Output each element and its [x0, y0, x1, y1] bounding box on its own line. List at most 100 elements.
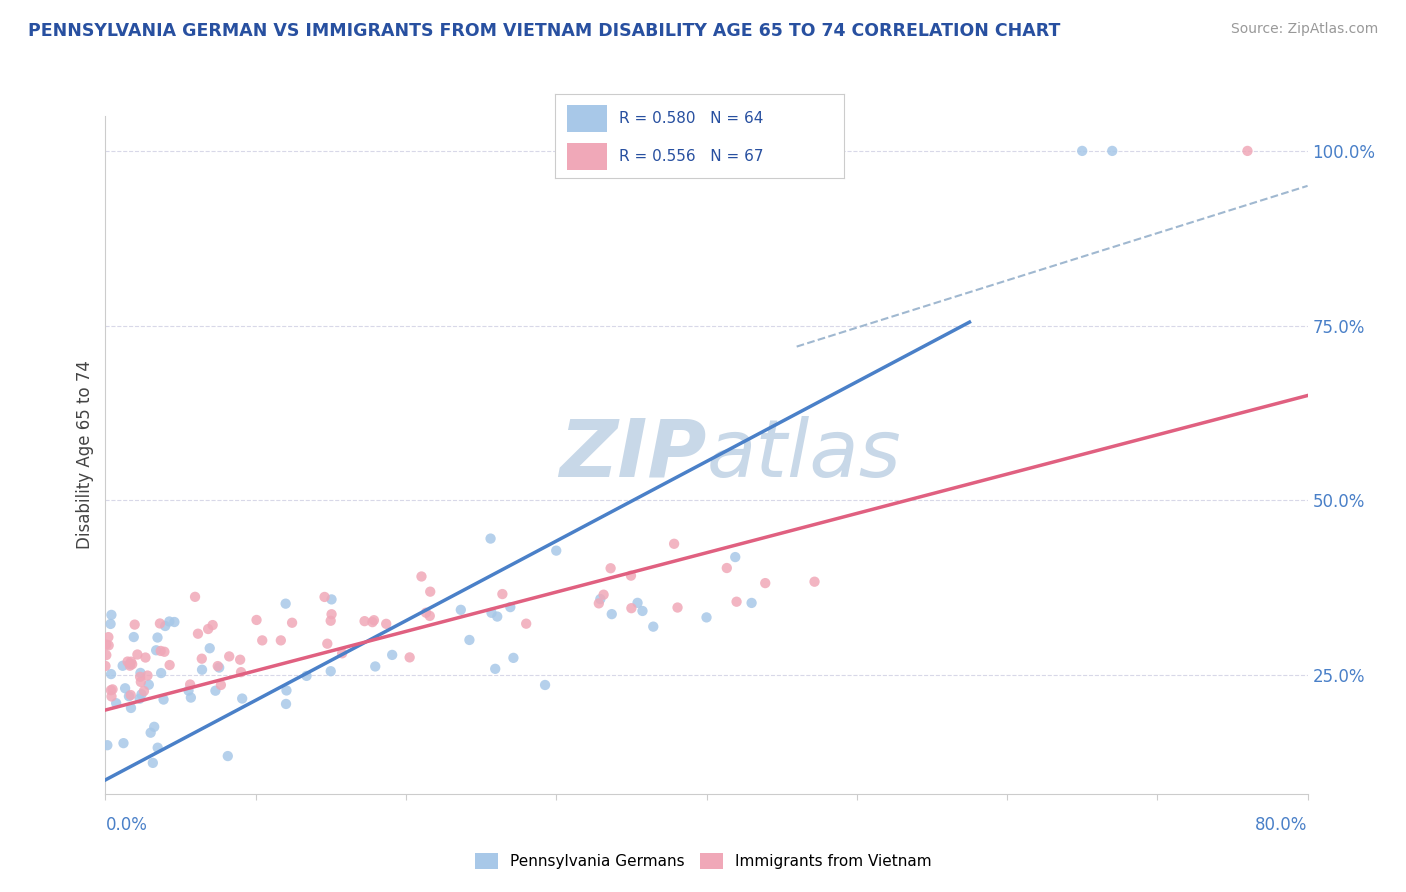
Point	[381, 648, 404, 662]
Point	[270, 633, 292, 648]
Text: PENNSYLVANIA GERMAN VS IMMIGRANTS FROM VIETNAM DISABILITY AGE 65 TO 74 CORRELATI: PENNSYLVANIA GERMAN VS IMMIGRANTS FROM V…	[28, 22, 1060, 40]
Point	[136, 668, 159, 682]
Point	[94, 659, 117, 673]
Point	[198, 641, 221, 656]
Point	[803, 574, 825, 589]
Point	[319, 614, 342, 628]
Point	[118, 658, 141, 673]
Point	[139, 725, 162, 739]
Point	[363, 613, 385, 627]
Point	[696, 610, 718, 624]
Point	[149, 644, 172, 658]
Point	[716, 561, 738, 575]
Point	[588, 596, 610, 610]
Point	[96, 638, 118, 652]
Point	[218, 649, 240, 664]
Point	[153, 619, 176, 633]
Text: atlas: atlas	[707, 416, 901, 494]
Point	[741, 596, 763, 610]
Text: 0.0%: 0.0%	[105, 816, 148, 834]
Point	[486, 609, 509, 624]
Point	[121, 657, 143, 672]
Point	[134, 650, 156, 665]
Point	[159, 658, 181, 673]
Point	[316, 637, 339, 651]
Point	[150, 666, 173, 681]
Point	[129, 665, 152, 680]
Point	[499, 600, 522, 615]
Point	[295, 669, 318, 683]
Point	[128, 691, 150, 706]
Point	[724, 550, 747, 565]
Point	[129, 670, 152, 684]
Point	[100, 690, 122, 704]
Text: R = 0.580   N = 64: R = 0.580 N = 64	[619, 111, 763, 126]
Point	[105, 696, 128, 710]
Point	[231, 691, 253, 706]
Point	[129, 674, 152, 689]
Point	[321, 592, 343, 607]
Point	[177, 683, 200, 698]
Point	[666, 600, 689, 615]
Point	[184, 590, 207, 604]
Point	[191, 663, 214, 677]
Point	[120, 688, 142, 702]
Point	[149, 616, 172, 631]
Point	[209, 678, 232, 692]
Point	[96, 648, 118, 662]
Point	[145, 643, 167, 657]
Point	[502, 651, 524, 665]
Text: R = 0.556   N = 67: R = 0.556 N = 67	[619, 149, 763, 164]
Point	[662, 537, 685, 551]
Point	[534, 678, 557, 692]
Point	[229, 653, 252, 667]
Point	[163, 615, 186, 629]
Point	[138, 678, 160, 692]
Point	[589, 592, 612, 607]
Point	[143, 720, 166, 734]
Point	[208, 660, 231, 674]
Point	[229, 665, 252, 680]
Point	[179, 677, 201, 691]
Point	[118, 689, 141, 703]
Point	[274, 697, 297, 711]
Point	[100, 607, 122, 622]
Point	[725, 595, 748, 609]
Point	[100, 683, 122, 698]
Point	[481, 606, 503, 620]
Point	[276, 683, 298, 698]
Point	[201, 618, 224, 632]
Point	[515, 616, 537, 631]
Point	[353, 614, 375, 628]
Legend: Pennsylvania Germans, Immigrants from Vietnam: Pennsylvania Germans, Immigrants from Vi…	[468, 847, 938, 875]
Text: 80.0%: 80.0%	[1256, 816, 1308, 834]
Point	[620, 601, 643, 615]
Point	[101, 682, 124, 697]
Point	[146, 740, 169, 755]
Point	[100, 667, 122, 681]
Bar	[567, 143, 607, 169]
Point	[631, 604, 654, 618]
Point	[450, 603, 472, 617]
Point	[274, 597, 297, 611]
Point	[600, 607, 623, 621]
Point	[217, 749, 239, 764]
Point	[127, 648, 149, 662]
Point	[152, 692, 174, 706]
Point	[112, 736, 135, 750]
Point	[479, 532, 502, 546]
Y-axis label: Disability Age 65 to 74: Disability Age 65 to 74	[76, 360, 94, 549]
Bar	[567, 104, 607, 132]
Point	[111, 658, 134, 673]
Point	[153, 645, 176, 659]
Point	[411, 569, 433, 583]
Text: ZIP: ZIP	[560, 416, 707, 494]
Point	[96, 738, 118, 752]
Point	[364, 659, 387, 673]
Point	[484, 662, 506, 676]
Point	[131, 687, 153, 701]
Point	[204, 683, 226, 698]
Point	[114, 681, 136, 696]
Point	[1071, 144, 1094, 158]
Point	[415, 606, 437, 620]
